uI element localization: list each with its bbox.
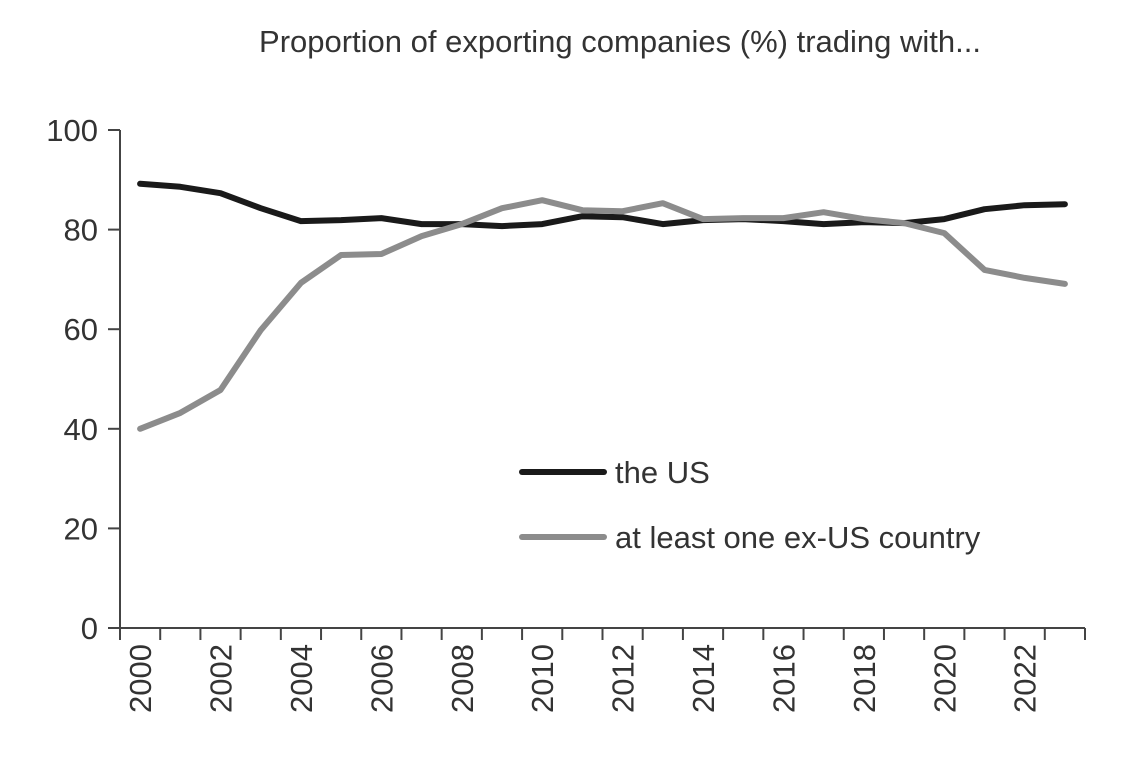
y-tick-label: 20 [64,511,98,546]
chart-title: Proportion of exporting companies (%) tr… [259,24,981,59]
x-tick-label: 2012 [606,644,641,713]
x-tick-label: 2002 [204,644,239,713]
x-tick-label: 2016 [766,644,801,713]
x-tick-label: 2006 [364,644,399,713]
y-tick-label: 80 [64,213,98,248]
series-line-0 [137,180,1068,230]
x-tick-label: 2020 [927,644,962,713]
x-tick-label: 2000 [123,644,158,713]
y-tick-label: 0 [81,611,98,646]
x-tick-label: 2008 [445,644,480,713]
x-tick-label: 2022 [1008,644,1043,713]
x-tick-label: 2018 [847,644,882,713]
series-line-1 [137,197,1068,432]
x-tick-label: 2010 [525,644,560,713]
legend-label-0: the US [615,455,710,490]
y-tick-label: 60 [64,312,98,347]
legend-label-1: at least one ex-US country [615,520,981,555]
y-tick-label: 40 [64,412,98,447]
x-tick-label: 2004 [284,644,319,713]
y-tick-label: 100 [46,113,98,148]
x-tick-label: 2014 [686,644,721,713]
